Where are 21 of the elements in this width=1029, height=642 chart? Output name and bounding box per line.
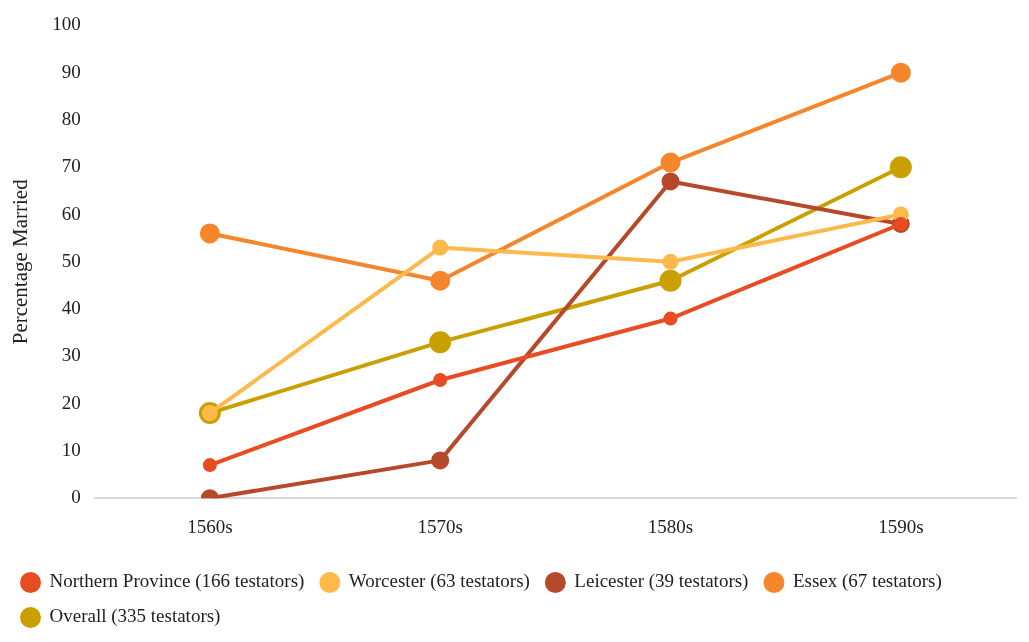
y-tick-label: 60 [61,202,81,224]
y-axis-title: Percentage Married [8,178,33,345]
legend-label: Worcester (63 testators) [348,570,530,593]
y-tick-label: 30 [61,344,81,366]
y-tick-label: 90 [61,60,81,82]
y-tick-label: 100 [52,13,81,35]
x-tick-label: 1560s [187,515,233,537]
y-tick-label: 20 [61,391,81,413]
y-tick-label: 80 [61,107,81,129]
legend-label: Leicester (39 testators) [574,570,749,593]
x-tick-label: 1590s [878,515,924,537]
y-tick-label: 70 [61,155,81,177]
legend-label: Northern Province (166 testators) [49,570,305,593]
x-tick-label: 1580s [647,515,694,537]
x-tick-label: 1570s [417,515,463,537]
y-tick-label: 40 [61,297,81,319]
y-tick-label: 50 [61,249,81,271]
y-tick-label: 0 [71,486,81,508]
legend-label: Overall (335 testators) [49,605,221,628]
y-tick-label: 10 [61,438,81,460]
legend-label: Essex (67 testators) [792,570,942,593]
